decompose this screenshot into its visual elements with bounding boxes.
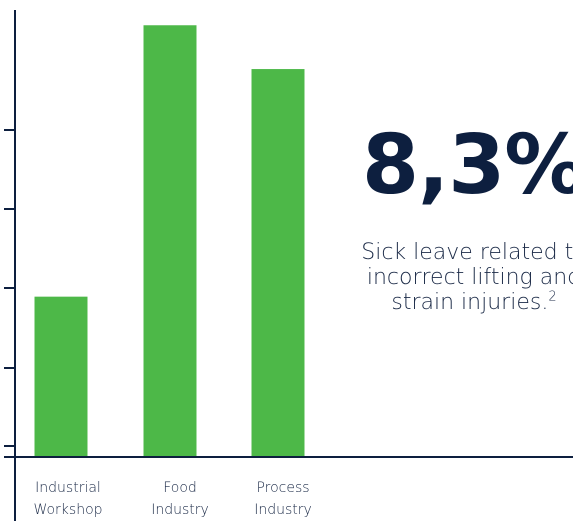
x-tick-label-1-line-1: Industry <box>151 502 209 518</box>
stat-value: 8,3% <box>362 118 573 213</box>
bar-2 <box>251 69 305 458</box>
x-tick-label-2-line-1: Industry <box>254 502 312 518</box>
footnote-marker: 2 <box>548 289 557 305</box>
bar-1 <box>143 25 197 458</box>
caption-line-3-text: strain injuries. <box>391 290 549 315</box>
x-tick-label-2: Process Industry <box>228 477 338 521</box>
x-tick-label-0-line-1: Workshop <box>33 502 103 518</box>
x-tick-label-0: Industrial Workshop <box>13 477 123 521</box>
bar-0 <box>34 296 88 457</box>
x-tick-label-1-line-0: Food <box>163 480 197 496</box>
caption-line-1: Sick leave related to <box>361 240 573 265</box>
x-tick-label-1: Food Industry <box>125 477 235 521</box>
x-tick-label-0-line-0: Industrial <box>35 480 101 496</box>
caption-line-2: incorrect lifting and <box>366 265 573 290</box>
stat-caption: Sick leave related to incorrect lifting … <box>344 240 573 315</box>
caption-line-3: strain injuries.2 <box>344 290 573 315</box>
x-tick-label-2-line-0: Process <box>256 480 310 496</box>
